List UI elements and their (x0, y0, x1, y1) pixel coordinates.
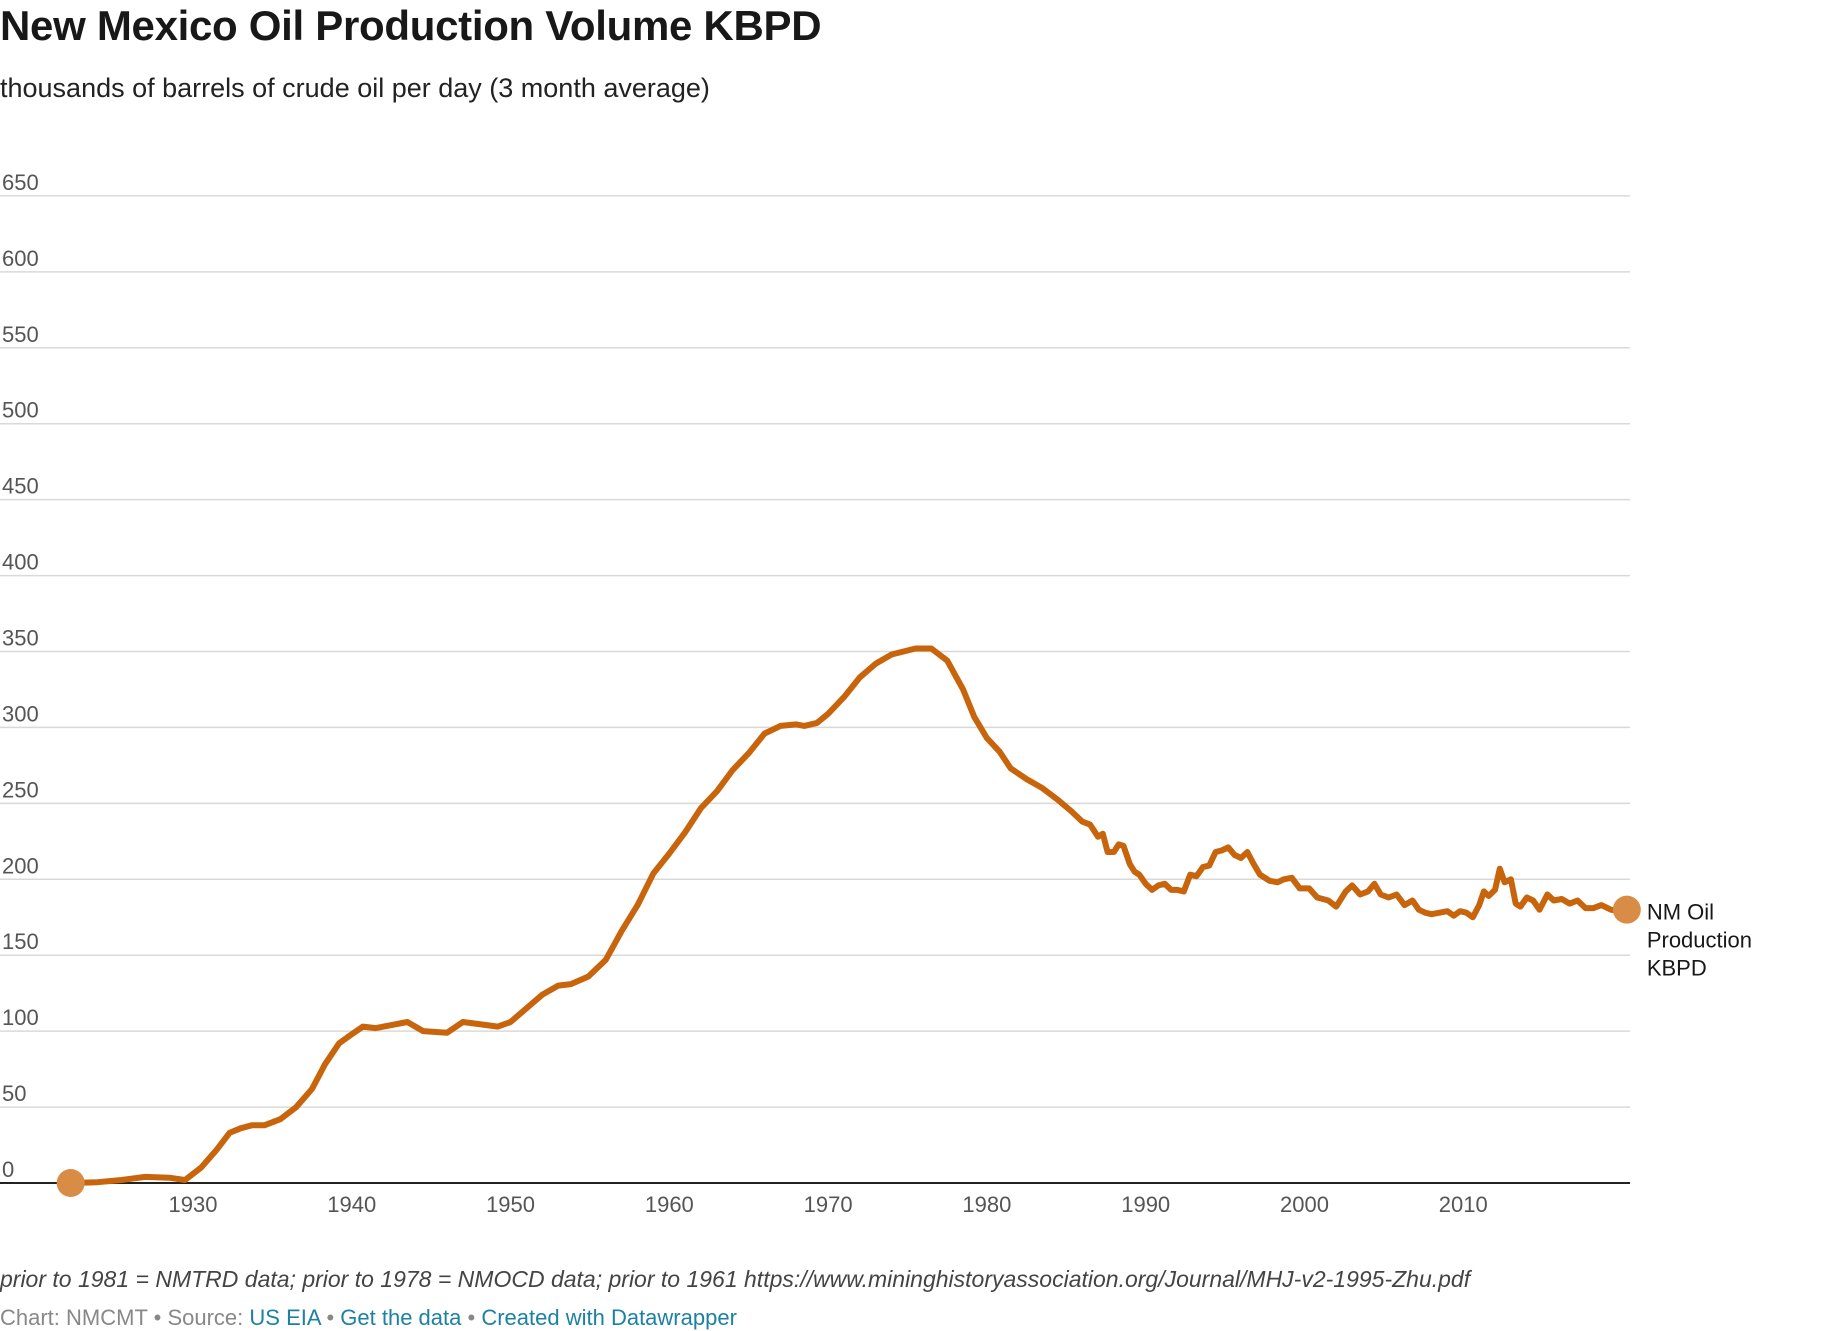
footer-separator: • (153, 1305, 162, 1330)
x-tick-label: 1950 (486, 1192, 535, 1217)
y-tick-label: 550 (2, 322, 39, 347)
series-label-line: Production (1647, 928, 1752, 953)
x-tick-label: 1990 (1121, 1192, 1170, 1217)
x-axis: 1930 1940 1950 1960 1970 1980 1990 2000 2010 (168, 1192, 1487, 1217)
y-tick-label: 250 (2, 777, 39, 802)
x-tick-label: 2010 (1439, 1192, 1488, 1217)
footer-separator: • (467, 1305, 476, 1330)
x-tick-label: 1940 (327, 1192, 376, 1217)
x-tick-label: 2000 (1280, 1192, 1329, 1217)
chart-title: New Mexico Oil Production Volume KBPD (0, 2, 822, 49)
x-tick-label: 1960 (645, 1192, 694, 1217)
gridlines (0, 195, 1630, 1108)
chart-subtitle: thousands of barrels of crude oil per da… (0, 73, 710, 103)
y-tick-label: 450 (2, 474, 39, 499)
line-chart: 050100150200250300350400450500550600650 … (0, 170, 1752, 1217)
x-tick-label: 1930 (168, 1192, 217, 1217)
series-end-marker (1612, 895, 1641, 924)
x-tick-label: 1970 (804, 1192, 853, 1217)
y-tick-label: 650 (2, 170, 39, 195)
y-tick-label: 300 (2, 701, 39, 726)
chart-notes: prior to 1981 = NMTRD data; prior to 197… (0, 1266, 1471, 1292)
series-line (67, 645, 1630, 1186)
series-label: NM Oil Production KBPD (1647, 900, 1752, 981)
y-tick-label: 400 (2, 550, 39, 575)
x-tick-label: 1980 (962, 1192, 1011, 1217)
series-label-line: NM Oil (1647, 900, 1714, 925)
source-link[interactable]: US EIA (249, 1305, 321, 1330)
footer-separator: • (326, 1305, 335, 1330)
series-label-line: KBPD (1647, 956, 1707, 981)
source-prefix: Source: (167, 1305, 244, 1330)
y-tick-label: 200 (2, 853, 39, 878)
get-the-data-link[interactable]: Get the data (340, 1305, 462, 1330)
y-tick-label: 150 (2, 929, 39, 954)
y-tick-label: 500 (2, 398, 39, 423)
y-tick-label: 100 (2, 1005, 39, 1030)
y-tick-label: 600 (2, 246, 39, 271)
datawrapper-link[interactable]: Created with Datawrapper (481, 1305, 737, 1330)
chart-footer: Chart: NMCMT • Source: US EIA • Get the … (0, 1305, 737, 1331)
y-tick-label: 0 (2, 1157, 14, 1182)
y-tick-label: 50 (2, 1081, 26, 1106)
series-start-marker (56, 1169, 85, 1197)
y-axis: 0 50 100 150 200 250 300 350 400 450 500 550 600 650 (2, 170, 39, 1182)
chart-credit: Chart: NMCMT (0, 1305, 148, 1330)
y-tick-label: 350 (2, 626, 39, 651)
